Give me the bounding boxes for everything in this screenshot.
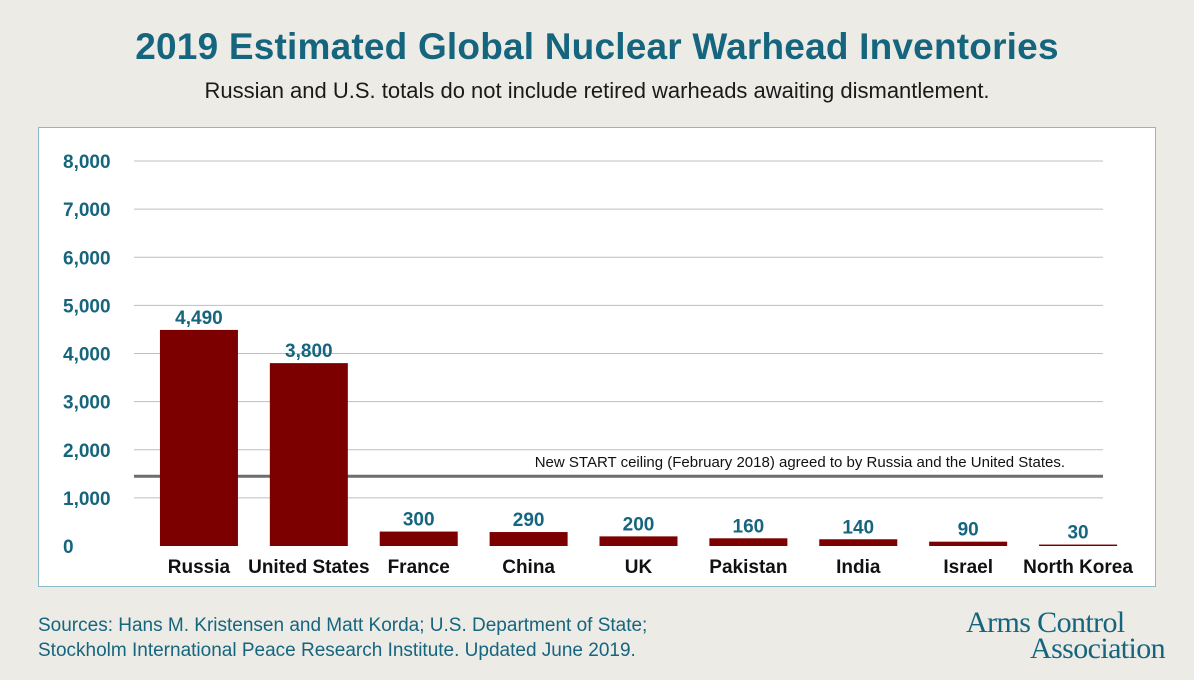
bar (1039, 544, 1118, 546)
y-tick-label: 7,000 (63, 200, 111, 221)
bar (709, 538, 788, 546)
logo-line-2: Association (1030, 632, 1166, 665)
y-tick-label: 5,000 (63, 296, 111, 317)
x-category-label: France (388, 557, 450, 578)
bar-value-label: 4,490 (175, 308, 223, 329)
y-tick-label: 6,000 (63, 248, 111, 269)
bar (489, 532, 568, 546)
chart-panel: 0 1,000 2,000 3,000 4,000 5,000 6,000 7,000 8,00… (38, 127, 1156, 587)
bar (269, 363, 348, 546)
sources-note: Sources: Hans M. Kristensen and Matt Kor… (38, 613, 647, 663)
arms-control-association-logo: Arms Control Association (952, 606, 1172, 665)
new-start-ceiling-label: New START ceiling (February 2018) agreed… (535, 454, 1065, 471)
bar (599, 536, 678, 546)
bar-value-label: 160 (733, 516, 765, 537)
bar (929, 541, 1008, 546)
bar-value-label: 200 (623, 514, 655, 535)
x-category-label: Pakistan (709, 557, 787, 578)
x-category-label: UK (625, 557, 653, 578)
bar-value-label: 140 (842, 517, 874, 538)
chart-title: 2019 Estimated Global Nuclear Warhead In… (135, 26, 1059, 67)
y-tick-label: 2,000 (63, 441, 111, 462)
bar (819, 539, 898, 546)
y-tick-label: 8,000 (63, 152, 111, 173)
x-category-label: India (836, 557, 881, 578)
y-tick-label: 3,000 (63, 393, 111, 414)
y-tick-label: 1,000 (63, 489, 111, 510)
bar-value-label: 30 (1067, 523, 1088, 544)
bar (379, 531, 458, 546)
chart-subtitle: Russian and U.S. totals do not include r… (204, 78, 990, 103)
bar (159, 329, 238, 546)
x-category-label: United States (248, 557, 369, 578)
y-tick-label: 0 (63, 537, 74, 558)
bar-chart: 0 1,000 2,000 3,000 4,000 5,000 6,000 7,000 8,00… (63, 152, 1133, 578)
x-category-label: Israel (943, 557, 993, 578)
x-category-label: Russia (168, 557, 231, 578)
y-tick-label: 4,000 (63, 345, 111, 366)
bar-value-label: 300 (403, 510, 435, 531)
bar-value-label: 3,800 (285, 341, 333, 362)
x-category-label: China (502, 557, 555, 578)
bar-value-label: 290 (513, 510, 545, 531)
x-category-label: North Korea (1023, 557, 1133, 578)
sources-line-1: Sources: Hans M. Kristensen and Matt Kor… (38, 615, 648, 636)
sources-line-2: Stockholm International Peace Research I… (38, 640, 636, 661)
logo-line-1: Arms Control (966, 606, 1125, 639)
bar-value-label: 90 (958, 520, 979, 541)
